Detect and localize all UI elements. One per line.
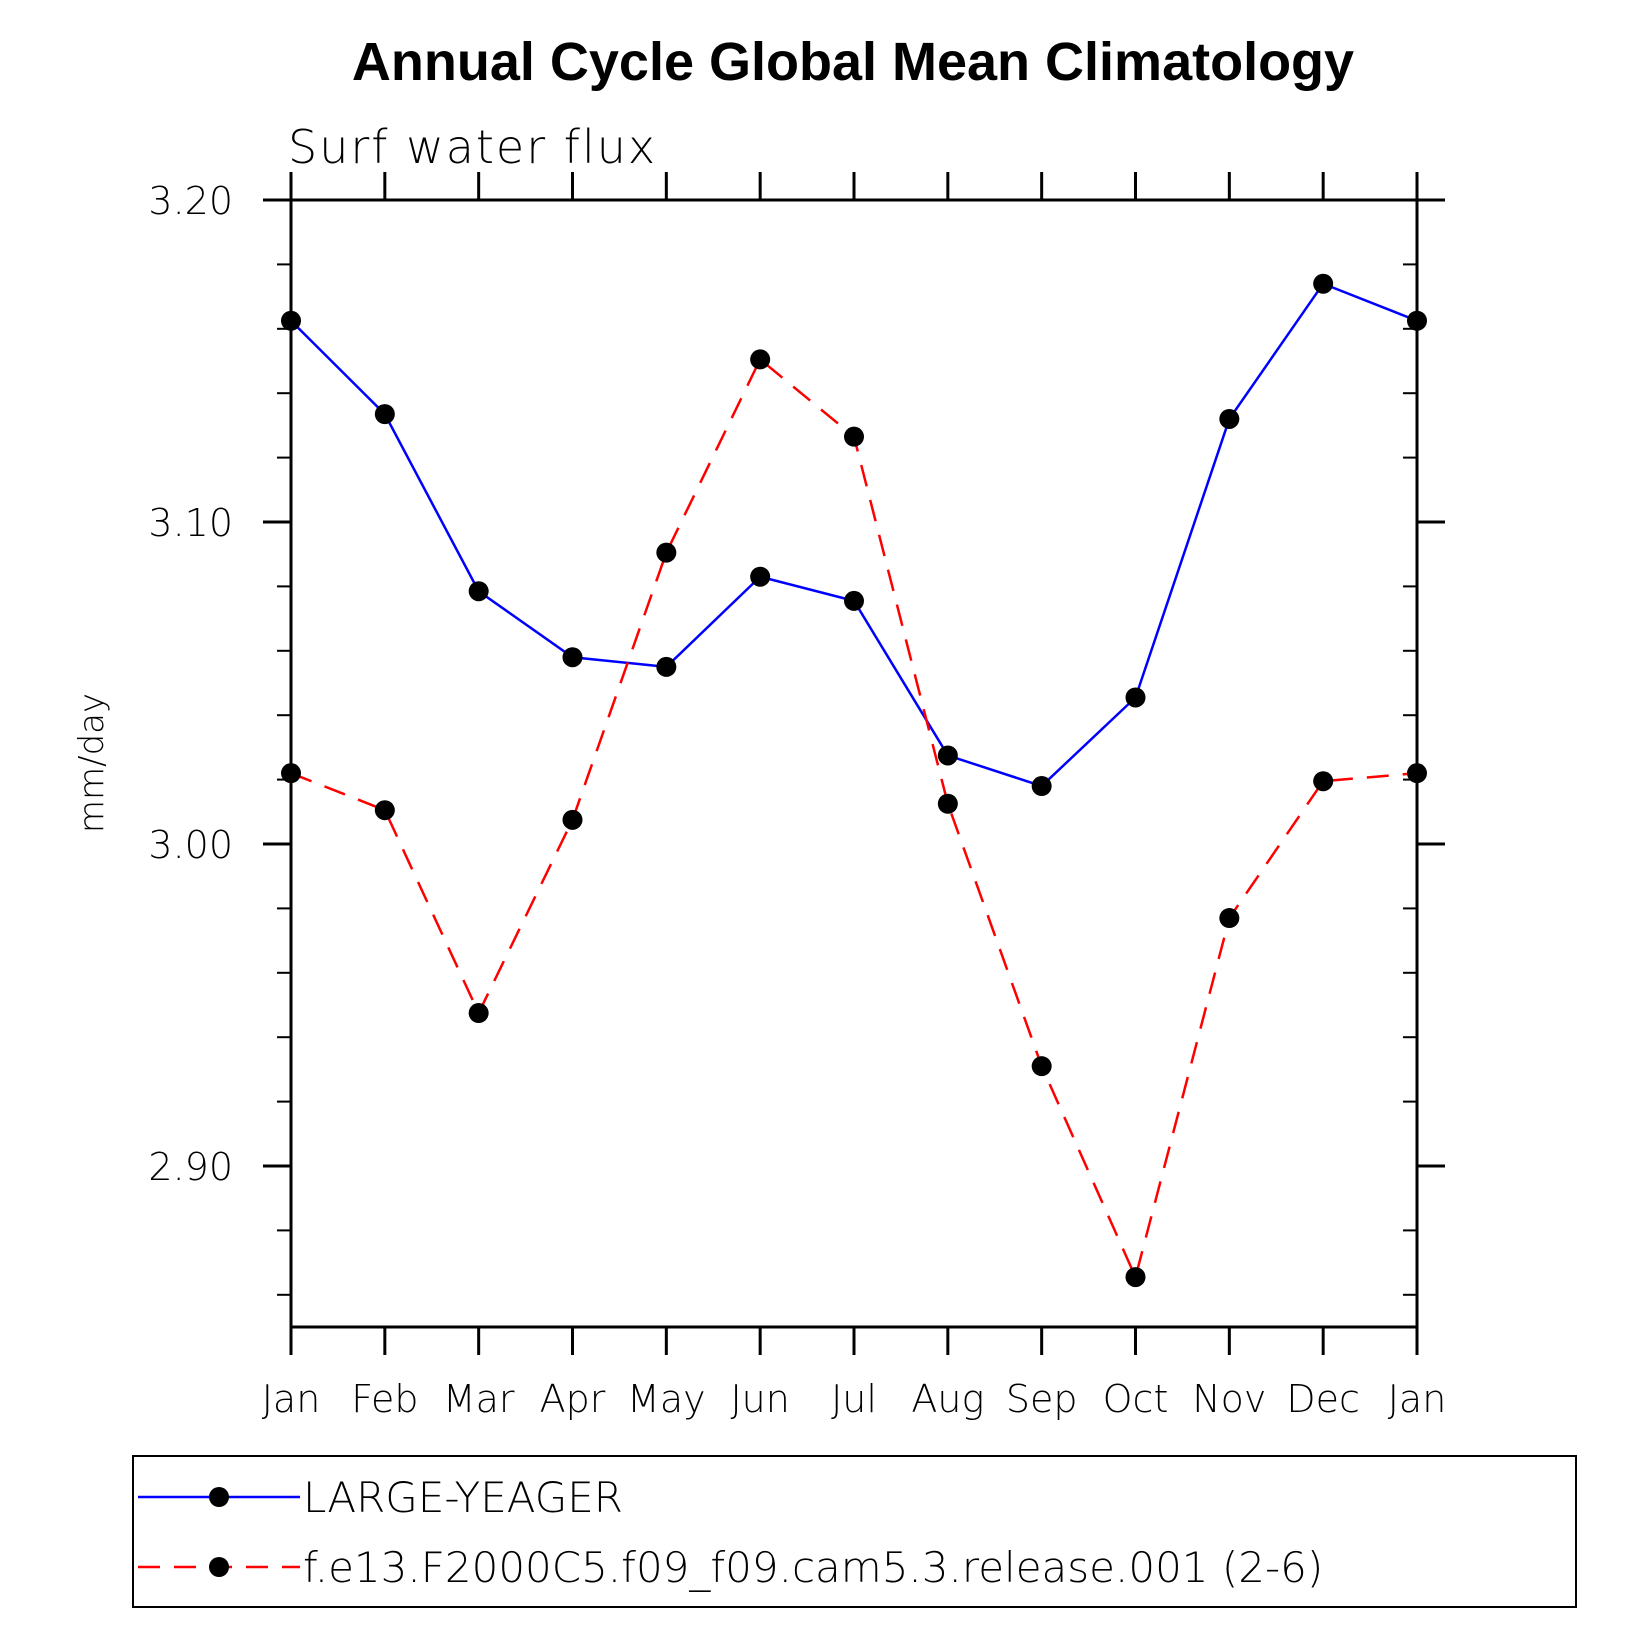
data-point <box>656 656 677 677</box>
y-tick-label: 3.00 <box>148 823 233 867</box>
series-line-2 <box>290 357 1418 1281</box>
x-tick-label: Jun <box>730 1377 789 1421</box>
axis-ticks <box>263 172 1445 1355</box>
data-point <box>468 1003 489 1024</box>
data-point <box>844 426 864 447</box>
y-tick-label: 3.10 <box>148 501 233 545</box>
data-point <box>1125 687 1146 708</box>
data-point <box>1031 776 1052 797</box>
data-point <box>1313 273 1334 294</box>
data-point <box>468 581 489 602</box>
x-tick-label: Jan <box>262 1377 321 1421</box>
x-tick-label: Apr <box>540 1377 606 1421</box>
y-tick-label: 2.90 <box>148 1145 233 1189</box>
data-point <box>844 590 864 611</box>
data-point <box>937 793 958 814</box>
plot-frame <box>289 198 1419 1329</box>
data-point <box>562 647 583 668</box>
x-tick-label: Dec <box>1286 1377 1360 1421</box>
legend-label: f.e13.F2000C5.f09_f09.cam5.3.release.001… <box>303 1543 1323 1592</box>
y-axis-label: mm/day <box>72 693 112 833</box>
data-point <box>562 809 583 830</box>
data-point <box>1125 1267 1146 1288</box>
x-tick-label: May <box>627 1377 706 1421</box>
data-point <box>1219 408 1240 429</box>
x-tick-label: Sep <box>1006 1377 1078 1421</box>
x-tick-label: Jul <box>831 1377 877 1421</box>
data-point <box>750 566 771 587</box>
data-point <box>374 800 395 821</box>
x-tick-label: Nov <box>1192 1377 1266 1421</box>
data-point <box>750 349 771 370</box>
x-tick-label: Aug <box>911 1377 984 1421</box>
legend-marker <box>209 1557 229 1577</box>
x-tick-label: Feb <box>351 1377 418 1421</box>
chart-subtitle: Surf water flux <box>288 120 657 174</box>
x-tick-label: Mar <box>443 1377 515 1421</box>
legend-label: LARGE-YEAGER <box>303 1473 623 1522</box>
chart-title: Annual Cycle Global Mean Climatology <box>352 32 1354 92</box>
series-group <box>281 273 1427 1288</box>
data-point <box>374 404 395 425</box>
data-point <box>1219 908 1240 929</box>
data-point <box>1031 1056 1052 1077</box>
data-point <box>281 763 301 784</box>
legend-marker <box>209 1487 229 1507</box>
legend: LARGE-YEAGER f.e13.F2000C5.f09_f09.cam5.3… <box>138 1473 1323 1592</box>
data-point <box>1313 771 1334 792</box>
data-point <box>937 745 958 766</box>
data-point <box>656 542 677 563</box>
data-point <box>1407 310 1427 331</box>
x-tick-label: Jan <box>1388 1377 1447 1421</box>
data-point <box>1407 763 1427 784</box>
series-line-1 <box>290 282 1418 788</box>
legend-box <box>132 1455 1577 1608</box>
tick-labels: Jan Feb Mar Apr May Jun Jul Aug Sep Oct Nov Dec Jan 2… <box>148 179 1446 1421</box>
y-tick-label: 3.20 <box>148 179 233 223</box>
x-tick-label: Oct <box>1103 1377 1169 1421</box>
data-point <box>281 310 301 331</box>
